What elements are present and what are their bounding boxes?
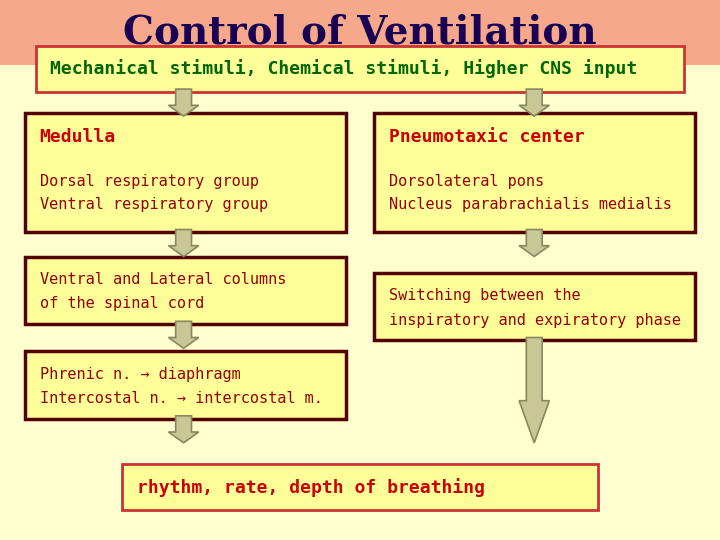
Polygon shape: [168, 321, 199, 348]
Text: Dorsolateral pons: Dorsolateral pons: [389, 174, 544, 190]
Text: inspiratory and expiratory phase: inspiratory and expiratory phase: [389, 313, 681, 328]
Text: Medulla: Medulla: [40, 127, 116, 145]
Text: of the spinal cord: of the spinal cord: [40, 296, 204, 312]
FancyBboxPatch shape: [36, 46, 684, 92]
Text: Intercostal n. → intercostal m.: Intercostal n. → intercostal m.: [40, 391, 323, 406]
Polygon shape: [168, 230, 199, 256]
FancyBboxPatch shape: [374, 113, 695, 232]
Bar: [0, 0, 720, 65]
FancyBboxPatch shape: [25, 351, 346, 418]
Text: Ventral and Lateral columns: Ventral and Lateral columns: [40, 272, 286, 287]
Polygon shape: [519, 338, 549, 443]
Text: Mechanical stimuli, Chemical stimuli, Higher CNS input: Mechanical stimuli, Chemical stimuli, Hi…: [50, 59, 638, 78]
Polygon shape: [168, 416, 199, 443]
FancyBboxPatch shape: [122, 464, 598, 510]
Polygon shape: [168, 89, 199, 116]
Text: Phrenic n. → diaphragm: Phrenic n. → diaphragm: [40, 367, 240, 382]
FancyBboxPatch shape: [25, 256, 346, 324]
FancyBboxPatch shape: [374, 273, 695, 340]
Text: Ventral respiratory group: Ventral respiratory group: [40, 197, 268, 212]
Text: Switching between the: Switching between the: [389, 288, 580, 303]
Text: Nucleus parabrachialis medialis: Nucleus parabrachialis medialis: [389, 197, 672, 212]
Text: Control of Ventilation: Control of Ventilation: [123, 14, 597, 51]
Text: Dorsal respiratory group: Dorsal respiratory group: [40, 174, 258, 190]
Text: Pneumotaxic center: Pneumotaxic center: [389, 127, 585, 145]
Polygon shape: [519, 230, 549, 256]
FancyBboxPatch shape: [25, 113, 346, 232]
Polygon shape: [519, 89, 549, 116]
Text: rhythm, rate, depth of breathing: rhythm, rate, depth of breathing: [137, 478, 485, 497]
